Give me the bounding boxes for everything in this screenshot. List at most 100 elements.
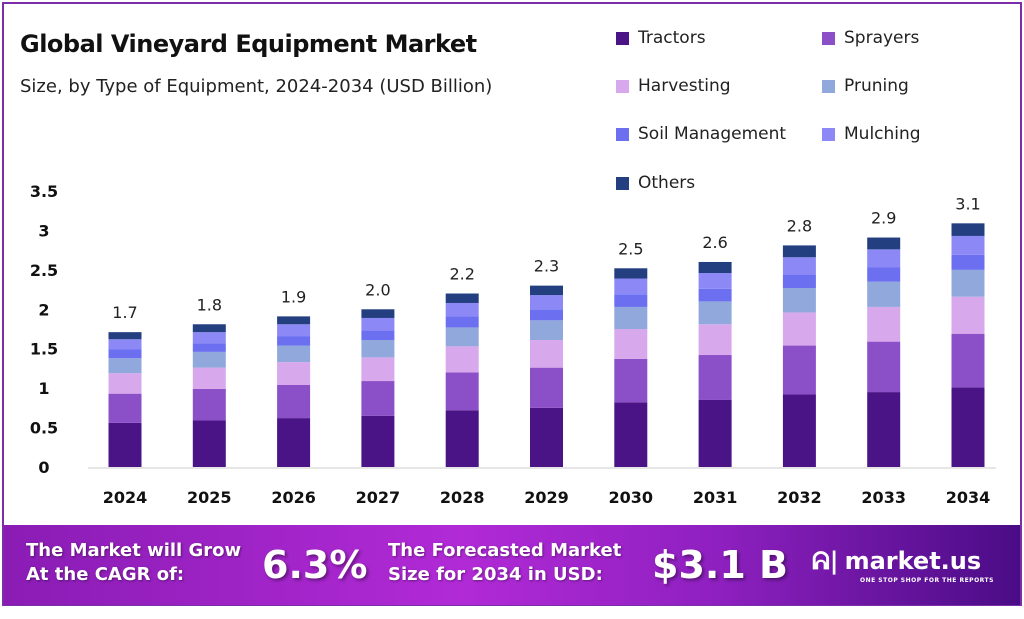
legend-swatch [822, 127, 835, 141]
bar-segment-tractors [277, 418, 311, 467]
bar-segment-sprayers [614, 358, 648, 403]
bar-segment-sprayers [782, 345, 816, 395]
legend-swatch [616, 79, 629, 93]
chart-subtitle: Size, by Type of Equipment, 2024-2034 (U… [20, 76, 493, 97]
legend-item: Harvesting [616, 76, 731, 96]
legend-label: Soil Management [638, 124, 787, 144]
legend-swatch [616, 31, 629, 45]
y-tick-label: 0 [38, 458, 49, 477]
x-tick-label: 2034 [946, 488, 991, 507]
total-data-label: 2.3 [534, 257, 559, 276]
bar-segment-others [614, 268, 648, 279]
cagr-label-line2: At the CAGR of: [26, 564, 185, 585]
bar-segment-pruning [530, 320, 563, 341]
bar-segment-mulching [698, 273, 732, 289]
bar-segment-pruning [698, 301, 732, 325]
bar-segment-others [782, 245, 816, 258]
bar-segment-tractors [108, 422, 142, 467]
bar-segment-tractors [782, 394, 816, 467]
bar-segment-mulching [361, 317, 395, 331]
bar-segment-pruning [614, 306, 648, 329]
bar-segment-mulching [445, 302, 479, 317]
bar-segment-mulching [867, 249, 901, 268]
legend-label: Pruning [844, 76, 909, 96]
bar-segment-others [951, 223, 985, 236]
x-tick-label: 2024 [103, 488, 148, 507]
bar-segment-others [361, 309, 395, 318]
bar-segment-sprayers [951, 333, 985, 388]
y-tick-label: 2 [38, 300, 49, 319]
legend-swatch [822, 31, 835, 45]
chart-frame [2, 2, 1022, 606]
legend-label: Harvesting [638, 76, 731, 96]
cagr-label-line1: The Market will Grow [26, 540, 242, 561]
legend-item: Pruning [822, 76, 909, 96]
bar-segment-others [108, 332, 142, 340]
logo-name: market.us [844, 547, 982, 575]
bar-segment-harvesting [361, 357, 395, 382]
forecast-label-line1: The Forecasted Market [388, 540, 622, 561]
total-data-label: 1.9 [281, 287, 306, 306]
bar-segment-harvesting [614, 329, 648, 359]
legend-swatch [822, 79, 835, 93]
bar-segment-mulching [782, 257, 816, 275]
legend-label: Tractors [638, 28, 706, 48]
total-data-label: 2.6 [702, 233, 727, 252]
legend-swatch [616, 176, 629, 190]
total-data-label: 2.0 [365, 280, 390, 299]
bar-segment-others [530, 285, 563, 296]
bar-segment-tractors [867, 392, 901, 467]
x-tick-label: 2027 [356, 488, 401, 507]
bar-segment-soil-management [698, 288, 732, 302]
bar-segment-harvesting [530, 340, 563, 368]
bar-segment-mulching [530, 295, 563, 310]
bar-segment-pruning [782, 287, 816, 313]
forecast-value: $3.1 B [652, 543, 788, 587]
legend-label: Mulching [844, 124, 921, 144]
bar-segment-mulching [277, 324, 311, 337]
bar-segment-harvesting [192, 367, 226, 389]
bar-segment-pruning [867, 281, 901, 307]
bar-segment-soil-management [192, 343, 226, 352]
bar-segment-soil-management [277, 336, 311, 346]
bar-segment-tractors [361, 415, 395, 467]
legend-item: Mulching [822, 124, 921, 144]
legend-swatch [616, 127, 629, 141]
chart-title: Global Vineyard Equipment Market [20, 30, 477, 58]
bar-segment-sprayers [698, 355, 732, 400]
legend-item: Tractors [616, 28, 706, 48]
legend-item: Soil Management [616, 124, 786, 144]
bar-segment-sprayers [530, 367, 563, 408]
y-tick-label: 3.5 [30, 182, 58, 201]
x-tick-label: 2031 [693, 488, 738, 507]
y-tick-label: 1 [38, 379, 49, 398]
cagr-label: The Market will Grow At the CAGR of: [26, 539, 241, 587]
total-data-label: 2.5 [618, 239, 643, 258]
bar-segment-tractors [530, 407, 563, 467]
bar-segment-soil-management [782, 274, 816, 288]
bar-segment-pruning [951, 269, 985, 297]
bar-segment-others [867, 237, 901, 250]
bar-segment-mulching [192, 332, 226, 344]
total-data-label: 1.8 [197, 295, 222, 314]
bar-segment-sprayers [108, 393, 142, 423]
bar-segment-pruning [192, 351, 226, 368]
total-data-label: 2.2 [449, 265, 474, 284]
cagr-value: 6.3% [262, 543, 368, 587]
x-tick-label: 2033 [861, 488, 906, 507]
x-tick-label: 2032 [777, 488, 822, 507]
total-data-label: 2.9 [871, 209, 896, 228]
bar-segment-harvesting [108, 373, 142, 394]
bar-segment-tractors [614, 402, 648, 467]
bar-segment-others [192, 324, 226, 333]
bar-segment-harvesting [445, 346, 479, 373]
bar-segment-others [277, 316, 311, 325]
bar-segment-sprayers [277, 384, 311, 419]
bar-segment-others [698, 261, 732, 274]
bar-segment-tractors [445, 410, 479, 467]
bar-segment-harvesting [698, 324, 732, 356]
x-tick-label: 2025 [187, 488, 232, 507]
logo-mark-icon: ᕱ| [812, 547, 839, 575]
bar-segment-sprayers [192, 388, 226, 421]
total-data-label: 3.1 [955, 194, 980, 213]
